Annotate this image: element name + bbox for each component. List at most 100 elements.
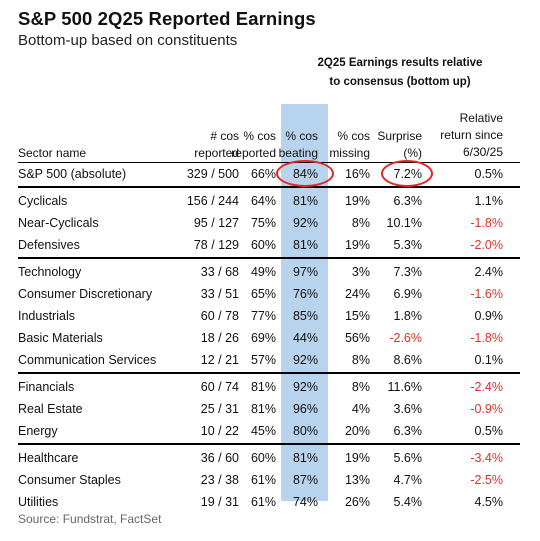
cell-beating: 85%	[292, 309, 318, 323]
table-row: Healthcare 36 / 60 60% 81% 19% 5.6% -3.4%	[18, 447, 520, 469]
cell-surprise: 5.4%	[393, 495, 423, 509]
cell-cos: 95 / 127	[193, 216, 239, 230]
cell-beating: 92%	[292, 353, 318, 367]
cell-relative: 0.9%	[474, 309, 504, 323]
cell-reported: 81%	[250, 402, 276, 416]
cell-surprise: 3.6%	[393, 402, 423, 416]
cell-missing: 19%	[344, 194, 370, 208]
source-note: Source: Fundstrat, FactSet	[18, 512, 162, 526]
cell-relative: 2.4%	[474, 265, 504, 279]
cell-relative: -3.4%	[470, 451, 503, 465]
cell-surprise: 1.8%	[393, 309, 423, 323]
cell-relative: 0.5%	[474, 167, 504, 181]
cell-reported: 65%	[250, 287, 276, 301]
header-relative-return: Relative return since 6/30/25	[440, 111, 503, 159]
cell-missing: 20%	[344, 424, 370, 438]
table-row: Cyclicals 156 / 244 64% 81% 19% 6.3% 1.1%	[18, 190, 520, 212]
surprise-circle-annotation	[381, 160, 433, 187]
cell-relative: 4.5%	[474, 495, 504, 509]
table-row: Technology 33 / 68 49% 97% 3% 7.3% 2.4%	[18, 261, 520, 283]
cell-reported: 66%	[250, 167, 276, 181]
sector-name: Financials	[18, 380, 75, 394]
cell-cos: 156 / 244	[186, 194, 239, 208]
cell-beating: 81%	[292, 194, 318, 208]
cell-surprise: 7.3%	[393, 265, 423, 279]
table-divider	[18, 372, 520, 374]
cell-relative: -2.0%	[470, 238, 503, 252]
sector-name: Energy	[18, 424, 58, 438]
sector-name: Healthcare	[18, 451, 79, 465]
cell-surprise: 8.6%	[393, 353, 423, 367]
cell-reported: 49%	[250, 265, 276, 279]
table-row: Financials 60 / 74 81% 92% 8% 11.6% -2.4%	[18, 376, 520, 398]
cell-surprise: 5.3%	[393, 238, 423, 252]
cell-surprise: 6.9%	[393, 287, 423, 301]
header-pct-missing: % cos missing	[329, 129, 370, 160]
cell-missing: 24%	[344, 287, 370, 301]
cell-relative: -1.6%	[470, 287, 503, 301]
cell-missing: 15%	[344, 309, 370, 323]
beating-circle-annotation	[276, 160, 334, 187]
table-row: Utilities 19 / 31 61% 74% 26% 5.4% 4.5%	[18, 491, 520, 513]
cell-cos: 36 / 60	[200, 451, 239, 465]
cell-reported: 45%	[250, 424, 276, 438]
cell-beating: 92%	[292, 216, 318, 230]
cell-relative: 0.5%	[474, 424, 504, 438]
cell-cos: 10 / 22	[200, 424, 239, 438]
cell-reported: 81%	[250, 380, 276, 394]
cell-surprise: 5.6%	[393, 451, 423, 465]
header-pct-beating: % cos beating	[278, 129, 318, 160]
header-pct-reported: % cos reported	[231, 129, 276, 160]
cell-cos: 12 / 21	[200, 353, 239, 367]
sector-name: Technology	[18, 265, 82, 279]
table-row: Defensives 78 / 129 60% 81% 19% 5.3% -2.0%	[18, 234, 520, 256]
cell-missing: 8%	[351, 353, 370, 367]
cell-beating: 96%	[292, 402, 318, 416]
cell-relative: -0.9%	[470, 402, 503, 416]
table-row: Industrials 60 / 78 77% 85% 15% 1.8% 0.9%	[18, 305, 520, 327]
cell-missing: 56%	[344, 331, 370, 345]
sector-name: Consumer Staples	[18, 473, 121, 487]
table-divider	[18, 443, 520, 445]
table-row: Real Estate 25 / 31 81% 96% 4% 3.6% -0.9%	[18, 398, 520, 420]
cell-beating: 76%	[292, 287, 318, 301]
header-cos-reported: # cos reported	[194, 129, 239, 160]
table-row: Near-Cyclicals 95 / 127 75% 92% 8% 10.1% -1.8%	[18, 212, 520, 234]
cell-missing: 26%	[344, 495, 370, 509]
cell-missing: 13%	[344, 473, 370, 487]
group-header: 2Q25 Earnings results relative to consen…	[317, 57, 483, 88]
cell-reported: 60%	[250, 451, 276, 465]
table-row: Consumer Staples 23 / 38 61% 87% 13% 4.7% -2.5…	[18, 469, 520, 491]
cell-cos: 60 / 78	[200, 309, 239, 323]
cell-surprise: 10.1%	[386, 216, 422, 230]
table-row: S&P 500 (absolute) 329 / 500 66% 84% 16% 7.2%…	[18, 163, 520, 185]
cell-relative: -2.5%	[470, 473, 503, 487]
cell-missing: 8%	[351, 216, 370, 230]
cell-beating: 97%	[292, 265, 318, 279]
table-divider	[18, 186, 520, 188]
cell-cos: 33 / 68	[200, 265, 239, 279]
cell-missing: 3%	[351, 265, 370, 279]
cell-surprise: 6.3%	[393, 194, 423, 208]
table-row: Communication Services 12 / 21 57% 92% 8% 8.6…	[18, 349, 520, 371]
sector-name: Cyclicals	[18, 194, 68, 208]
cell-reported: 61%	[250, 473, 276, 487]
cell-cos: 329 / 500	[186, 167, 239, 181]
sector-name: Near-Cyclicals	[18, 216, 99, 230]
cell-beating: 80%	[292, 424, 318, 438]
table-row: Consumer Discretionary 33 / 51 65% 76% 24% 6.…	[18, 283, 520, 305]
cell-surprise: 6.3%	[393, 424, 423, 438]
sector-name: Utilities	[18, 495, 59, 509]
cell-cos: 19 / 31	[200, 495, 239, 509]
cell-reported: 75%	[250, 216, 276, 230]
table-divider	[18, 257, 520, 259]
cell-missing: 8%	[351, 380, 370, 394]
cell-missing: 16%	[344, 167, 370, 181]
sector-name: Defensives	[18, 238, 80, 252]
cell-reported: 77%	[250, 309, 276, 323]
cell-relative: 1.1%	[474, 194, 504, 208]
header-surprise: Surprise (%)	[377, 129, 422, 160]
cell-beating: 74%	[292, 495, 318, 509]
table-row: Basic Materials 18 / 26 69% 44% 56% -2.6% -1.8…	[18, 327, 520, 349]
cell-missing: 19%	[344, 451, 370, 465]
